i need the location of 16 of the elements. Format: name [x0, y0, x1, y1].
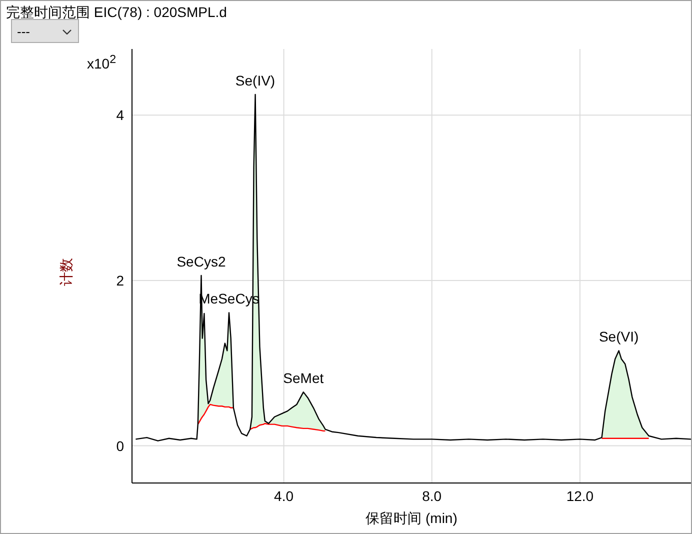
dropdown: ---: [11, 19, 79, 43]
x-tick-label: 4.0: [274, 488, 294, 504]
x-axis-title: 保留时间 (min): [366, 510, 458, 526]
x-tick-label: 8.0: [422, 488, 442, 504]
annotation: SeMet: [283, 370, 324, 386]
annotation: Se(VI): [598, 328, 639, 345]
annotation: Se(IV): [235, 72, 276, 88]
y-tick-label: 4: [116, 107, 124, 124]
x-tick-label: 12.0: [566, 488, 594, 504]
y-tick-label: 0: [116, 438, 124, 454]
text: x10$^{2}$: [87, 53, 116, 72]
annotation: SeCys2: [176, 254, 226, 270]
y-tick-label: 2: [116, 272, 124, 288]
chart-title: 完整时间范围 EIC(78) : 020SMPL.d: [6, 4, 227, 22]
line-series: [135, 94, 691, 442]
y-axis-title: 计数: [58, 258, 75, 286]
